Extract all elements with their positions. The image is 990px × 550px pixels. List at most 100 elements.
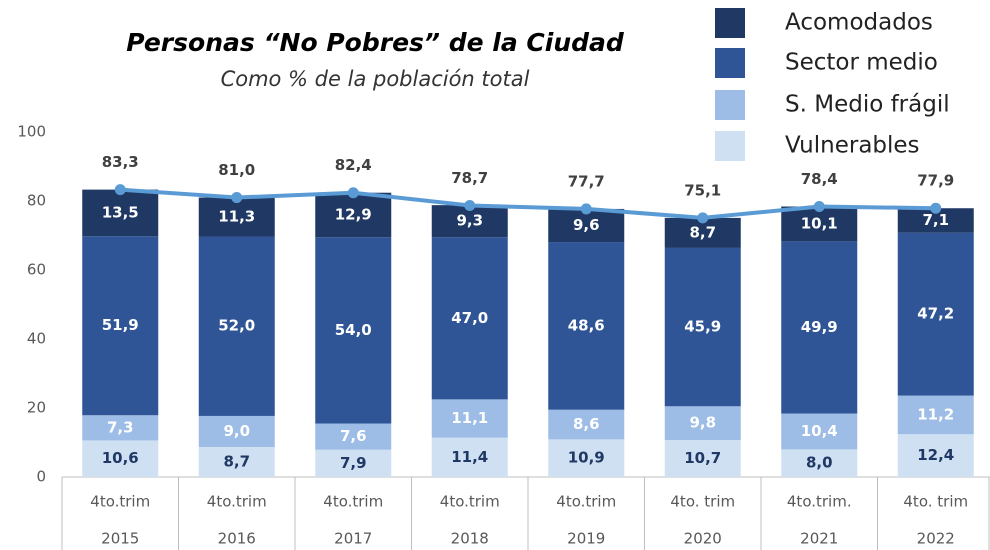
data-label: 13,5 — [102, 203, 139, 221]
total-marker — [114, 184, 126, 196]
x-tick-label: 4to. trim — [903, 493, 968, 511]
data-label: 11,2 — [917, 405, 954, 423]
data-label: 47,2 — [917, 305, 954, 323]
bar-segment — [548, 409, 625, 440]
data-label: 10,6 — [102, 449, 139, 467]
data-label: 12,4 — [917, 446, 954, 464]
total-marker — [347, 187, 359, 199]
data-label: 11,4 — [451, 448, 488, 466]
data-label: 8,0 — [806, 454, 833, 472]
legend-label: S. Medio frágil — [785, 92, 950, 118]
data-label: 48,6 — [568, 316, 605, 334]
data-label: 10,4 — [801, 422, 838, 440]
bar-segment — [82, 415, 159, 441]
y-tick-label: 60 — [27, 261, 46, 279]
data-label: 12,9 — [335, 205, 372, 223]
bar-segment — [548, 242, 625, 410]
legend-swatch — [715, 131, 745, 161]
x-tick-label: 2017 — [334, 530, 372, 548]
data-label: 52,0 — [218, 317, 255, 335]
total-marker — [231, 192, 243, 204]
data-label: 8,6 — [573, 415, 600, 433]
x-tick-label: 2020 — [684, 530, 722, 548]
bar-segment — [315, 192, 392, 238]
data-label: 54,0 — [335, 321, 372, 339]
bar-segment — [548, 208, 625, 243]
legend-label: Acomodados — [785, 10, 933, 36]
total-label: 78,7 — [451, 169, 488, 187]
data-label: 7,3 — [107, 418, 134, 436]
x-tick-label: 2021 — [800, 530, 838, 548]
bar-segment — [664, 440, 741, 477]
data-label: 9,8 — [689, 414, 716, 432]
total-label: 78,4 — [801, 170, 838, 188]
y-tick-label: 40 — [27, 330, 46, 348]
data-label: 9,3 — [456, 212, 483, 230]
data-label: 47,0 — [451, 309, 488, 327]
data-label: 10,9 — [568, 449, 605, 467]
data-label: 11,3 — [218, 208, 255, 226]
x-tick-label: 2019 — [567, 530, 605, 548]
bar-segment — [897, 395, 974, 435]
data-label: 45,9 — [684, 318, 721, 336]
bar-segment — [897, 232, 974, 396]
total-label: 75,1 — [684, 181, 721, 199]
bar-segment — [781, 413, 858, 450]
total-marker — [813, 201, 825, 213]
bar-segment — [431, 437, 508, 477]
data-label: 10,7 — [684, 449, 721, 467]
bar-segment — [198, 415, 275, 447]
total-label: 81,0 — [218, 161, 255, 179]
bar-segment — [315, 423, 392, 450]
bar-segment — [897, 434, 974, 477]
total-marker — [930, 202, 942, 214]
bar-segment — [82, 189, 159, 237]
data-label: 9,0 — [223, 422, 250, 440]
x-tick-label: 2016 — [218, 530, 256, 548]
x-tick-label: 2015 — [101, 530, 139, 548]
legend-label: Vulnerables — [785, 133, 920, 159]
bar-segment — [82, 236, 159, 416]
data-label: 9,6 — [573, 216, 600, 234]
total-label: 82,4 — [335, 156, 372, 174]
total-label: 83,3 — [102, 153, 139, 171]
total-label: 77,7 — [568, 172, 605, 190]
total-marker — [697, 212, 709, 224]
x-tick-label: 2018 — [451, 530, 489, 548]
data-label: 49,9 — [801, 318, 838, 336]
data-label: 7,9 — [340, 454, 367, 472]
bar-segment — [781, 449, 858, 477]
bar-segment — [781, 206, 858, 242]
x-tick-label: 4to.trim — [556, 493, 616, 511]
legend-swatch — [715, 48, 745, 78]
legend-swatch — [715, 8, 745, 38]
legend-swatch — [715, 90, 745, 120]
data-label: 8,7 — [689, 223, 716, 241]
data-label: 7,1 — [922, 211, 949, 229]
bar-segment — [82, 440, 159, 477]
bar-segment — [781, 241, 858, 414]
y-tick-label: 0 — [36, 468, 46, 486]
total-line — [120, 187, 936, 220]
data-label: 11,1 — [451, 409, 488, 427]
x-tick-label: 4to.trim — [440, 493, 500, 511]
y-tick-label: 20 — [27, 399, 46, 417]
y-tick-label: 80 — [27, 192, 46, 210]
bar-segment — [198, 236, 275, 416]
data-label: 51,9 — [102, 316, 139, 334]
bar-segment — [664, 406, 741, 441]
chart-title: Personas “No Pobres” de la Ciudad — [126, 28, 625, 57]
y-tick-label: 100 — [17, 123, 46, 141]
x-tick-label: 4to.trim — [90, 493, 150, 511]
legend-label: Sector medio — [785, 50, 938, 76]
x-tick-label: 2022 — [917, 530, 955, 548]
data-label: 10,1 — [801, 214, 838, 232]
bar-segment — [431, 399, 508, 438]
data-label: 7,6 — [340, 427, 367, 445]
bar-segment — [431, 237, 508, 400]
bar-segment — [198, 446, 275, 477]
bar-segment — [315, 449, 392, 477]
x-tick-label: 4to. trim — [670, 493, 735, 511]
x-tick-label: 4to.trim — [207, 493, 267, 511]
